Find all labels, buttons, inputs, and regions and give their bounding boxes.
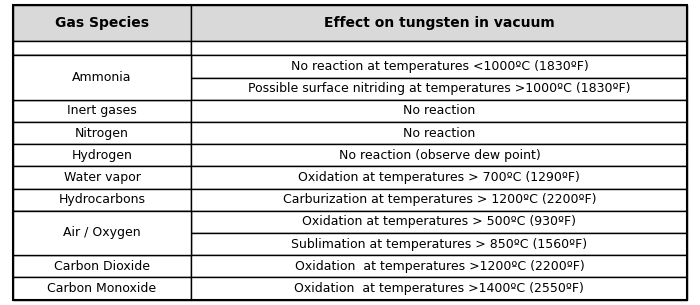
Bar (191, 5, 687, 41)
Bar (13, 166, 191, 188)
Text: Effect on tungsten in vacuum: Effect on tungsten in vacuum (324, 16, 555, 30)
Text: No reaction at temperatures <1000ºC (1830ºF): No reaction at temperatures <1000ºC (183… (290, 60, 588, 73)
Bar (191, 166, 687, 188)
Text: Hydrocarbons: Hydrocarbons (59, 193, 146, 206)
Text: Water vapor: Water vapor (64, 171, 141, 184)
Text: Hydrogen: Hydrogen (71, 149, 132, 162)
Text: Sublimation at temperatures > 850ºC (1560ºF): Sublimation at temperatures > 850ºC (156… (291, 238, 587, 250)
Text: Oxidation  at temperatures >1400ºC (2550ºF): Oxidation at temperatures >1400ºC (2550º… (295, 282, 584, 295)
Text: Oxidation at temperatures > 500ºC (930ºF): Oxidation at temperatures > 500ºC (930ºF… (302, 215, 576, 228)
Text: No reaction: No reaction (403, 104, 475, 117)
Bar (13, 77, 191, 100)
Bar (13, 277, 191, 300)
Text: Oxidation  at temperatures >1200ºC (2200ºF): Oxidation at temperatures >1200ºC (2200º… (295, 260, 584, 273)
Bar (191, 122, 687, 144)
Bar (13, 5, 191, 41)
Bar (13, 122, 191, 144)
Bar (13, 255, 191, 277)
Bar (191, 144, 687, 166)
Bar (13, 56, 191, 77)
Text: Oxidation at temperatures > 700ºC (1290ºF): Oxidation at temperatures > 700ºC (1290º… (298, 171, 580, 184)
Text: Gas Species: Gas Species (55, 16, 149, 30)
Bar (191, 56, 687, 77)
Text: Ammonia: Ammonia (72, 71, 132, 84)
Bar (13, 188, 191, 211)
Bar (191, 100, 687, 122)
Bar (13, 41, 191, 56)
Bar (191, 41, 687, 56)
Text: Possible surface nitriding at temperatures >1000ºC (1830ºF): Possible surface nitriding at temperatur… (248, 82, 631, 95)
Bar (13, 211, 191, 233)
Text: Air / Oxygen: Air / Oxygen (63, 215, 141, 228)
Bar (13, 100, 191, 122)
Text: Carbon Dioxide: Carbon Dioxide (54, 260, 150, 273)
Text: Ammonia: Ammonia (72, 60, 132, 73)
Bar (191, 233, 687, 255)
Text: Carbon Monoxide: Carbon Monoxide (48, 282, 157, 295)
Bar (191, 211, 687, 233)
Text: Nitrogen: Nitrogen (75, 127, 129, 140)
Text: No reaction: No reaction (403, 127, 475, 140)
Text: Carburization at temperatures > 1200ºC (2200ºF): Carburization at temperatures > 1200ºC (… (283, 193, 596, 206)
Bar (13, 211, 191, 255)
Text: Air / Oxygen: Air / Oxygen (63, 226, 141, 239)
Bar (191, 277, 687, 300)
Bar (191, 188, 687, 211)
Bar (13, 56, 191, 100)
Text: Inert gases: Inert gases (67, 104, 137, 117)
Bar (191, 77, 687, 100)
Bar (13, 233, 191, 255)
Bar (13, 144, 191, 166)
Bar (191, 255, 687, 277)
Text: No reaction (observe dew point): No reaction (observe dew point) (339, 149, 540, 162)
